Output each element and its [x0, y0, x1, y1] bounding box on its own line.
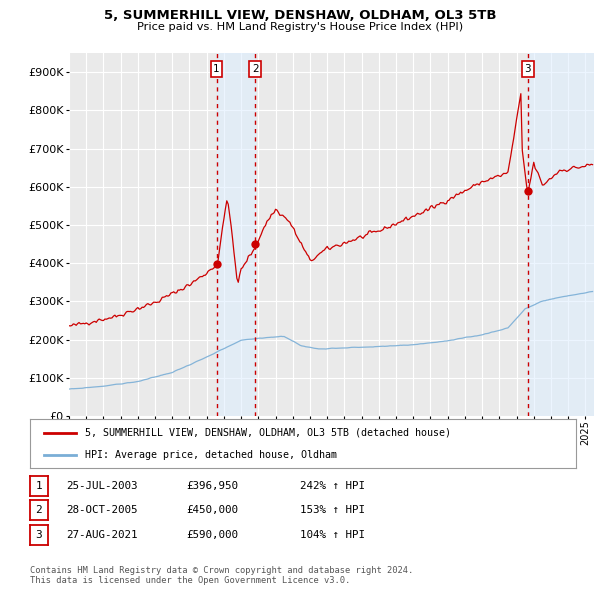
Text: 5, SUMMERHILL VIEW, DENSHAW, OLDHAM, OL3 5TB (detached house): 5, SUMMERHILL VIEW, DENSHAW, OLDHAM, OL3…	[85, 428, 451, 438]
Text: 1: 1	[213, 64, 220, 74]
Text: 3: 3	[524, 64, 531, 74]
Text: £450,000: £450,000	[186, 506, 238, 515]
Bar	[528, 53, 594, 416]
Text: 104% ↑ HPI: 104% ↑ HPI	[300, 530, 365, 540]
Text: 27-AUG-2021: 27-AUG-2021	[66, 530, 137, 540]
Text: 5, SUMMERHILL VIEW, DENSHAW, OLDHAM, OL3 5TB: 5, SUMMERHILL VIEW, DENSHAW, OLDHAM, OL3…	[104, 9, 496, 22]
Text: Price paid vs. HM Land Registry's House Price Index (HPI): Price paid vs. HM Land Registry's House …	[137, 22, 463, 32]
Text: HPI: Average price, detached house, Oldham: HPI: Average price, detached house, Oldh…	[85, 450, 337, 460]
Text: 242% ↑ HPI: 242% ↑ HPI	[300, 481, 365, 490]
Text: 3: 3	[35, 530, 43, 540]
Bar	[217, 53, 255, 416]
Text: 153% ↑ HPI: 153% ↑ HPI	[300, 506, 365, 515]
Text: Contains HM Land Registry data © Crown copyright and database right 2024.
This d: Contains HM Land Registry data © Crown c…	[30, 566, 413, 585]
Text: £396,950: £396,950	[186, 481, 238, 490]
Text: 2: 2	[252, 64, 259, 74]
Text: 28-OCT-2005: 28-OCT-2005	[66, 506, 137, 515]
Text: 2: 2	[35, 506, 43, 515]
Text: 25-JUL-2003: 25-JUL-2003	[66, 481, 137, 490]
Text: £590,000: £590,000	[186, 530, 238, 540]
Text: 1: 1	[35, 481, 43, 490]
